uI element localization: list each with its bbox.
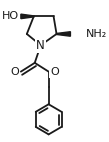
Polygon shape [21, 14, 34, 19]
Text: HO: HO [2, 11, 19, 21]
Text: O: O [50, 67, 59, 77]
Polygon shape [57, 32, 70, 36]
Text: N: N [36, 39, 45, 52]
Text: O: O [11, 67, 19, 77]
Text: NH₂: NH₂ [86, 29, 107, 39]
